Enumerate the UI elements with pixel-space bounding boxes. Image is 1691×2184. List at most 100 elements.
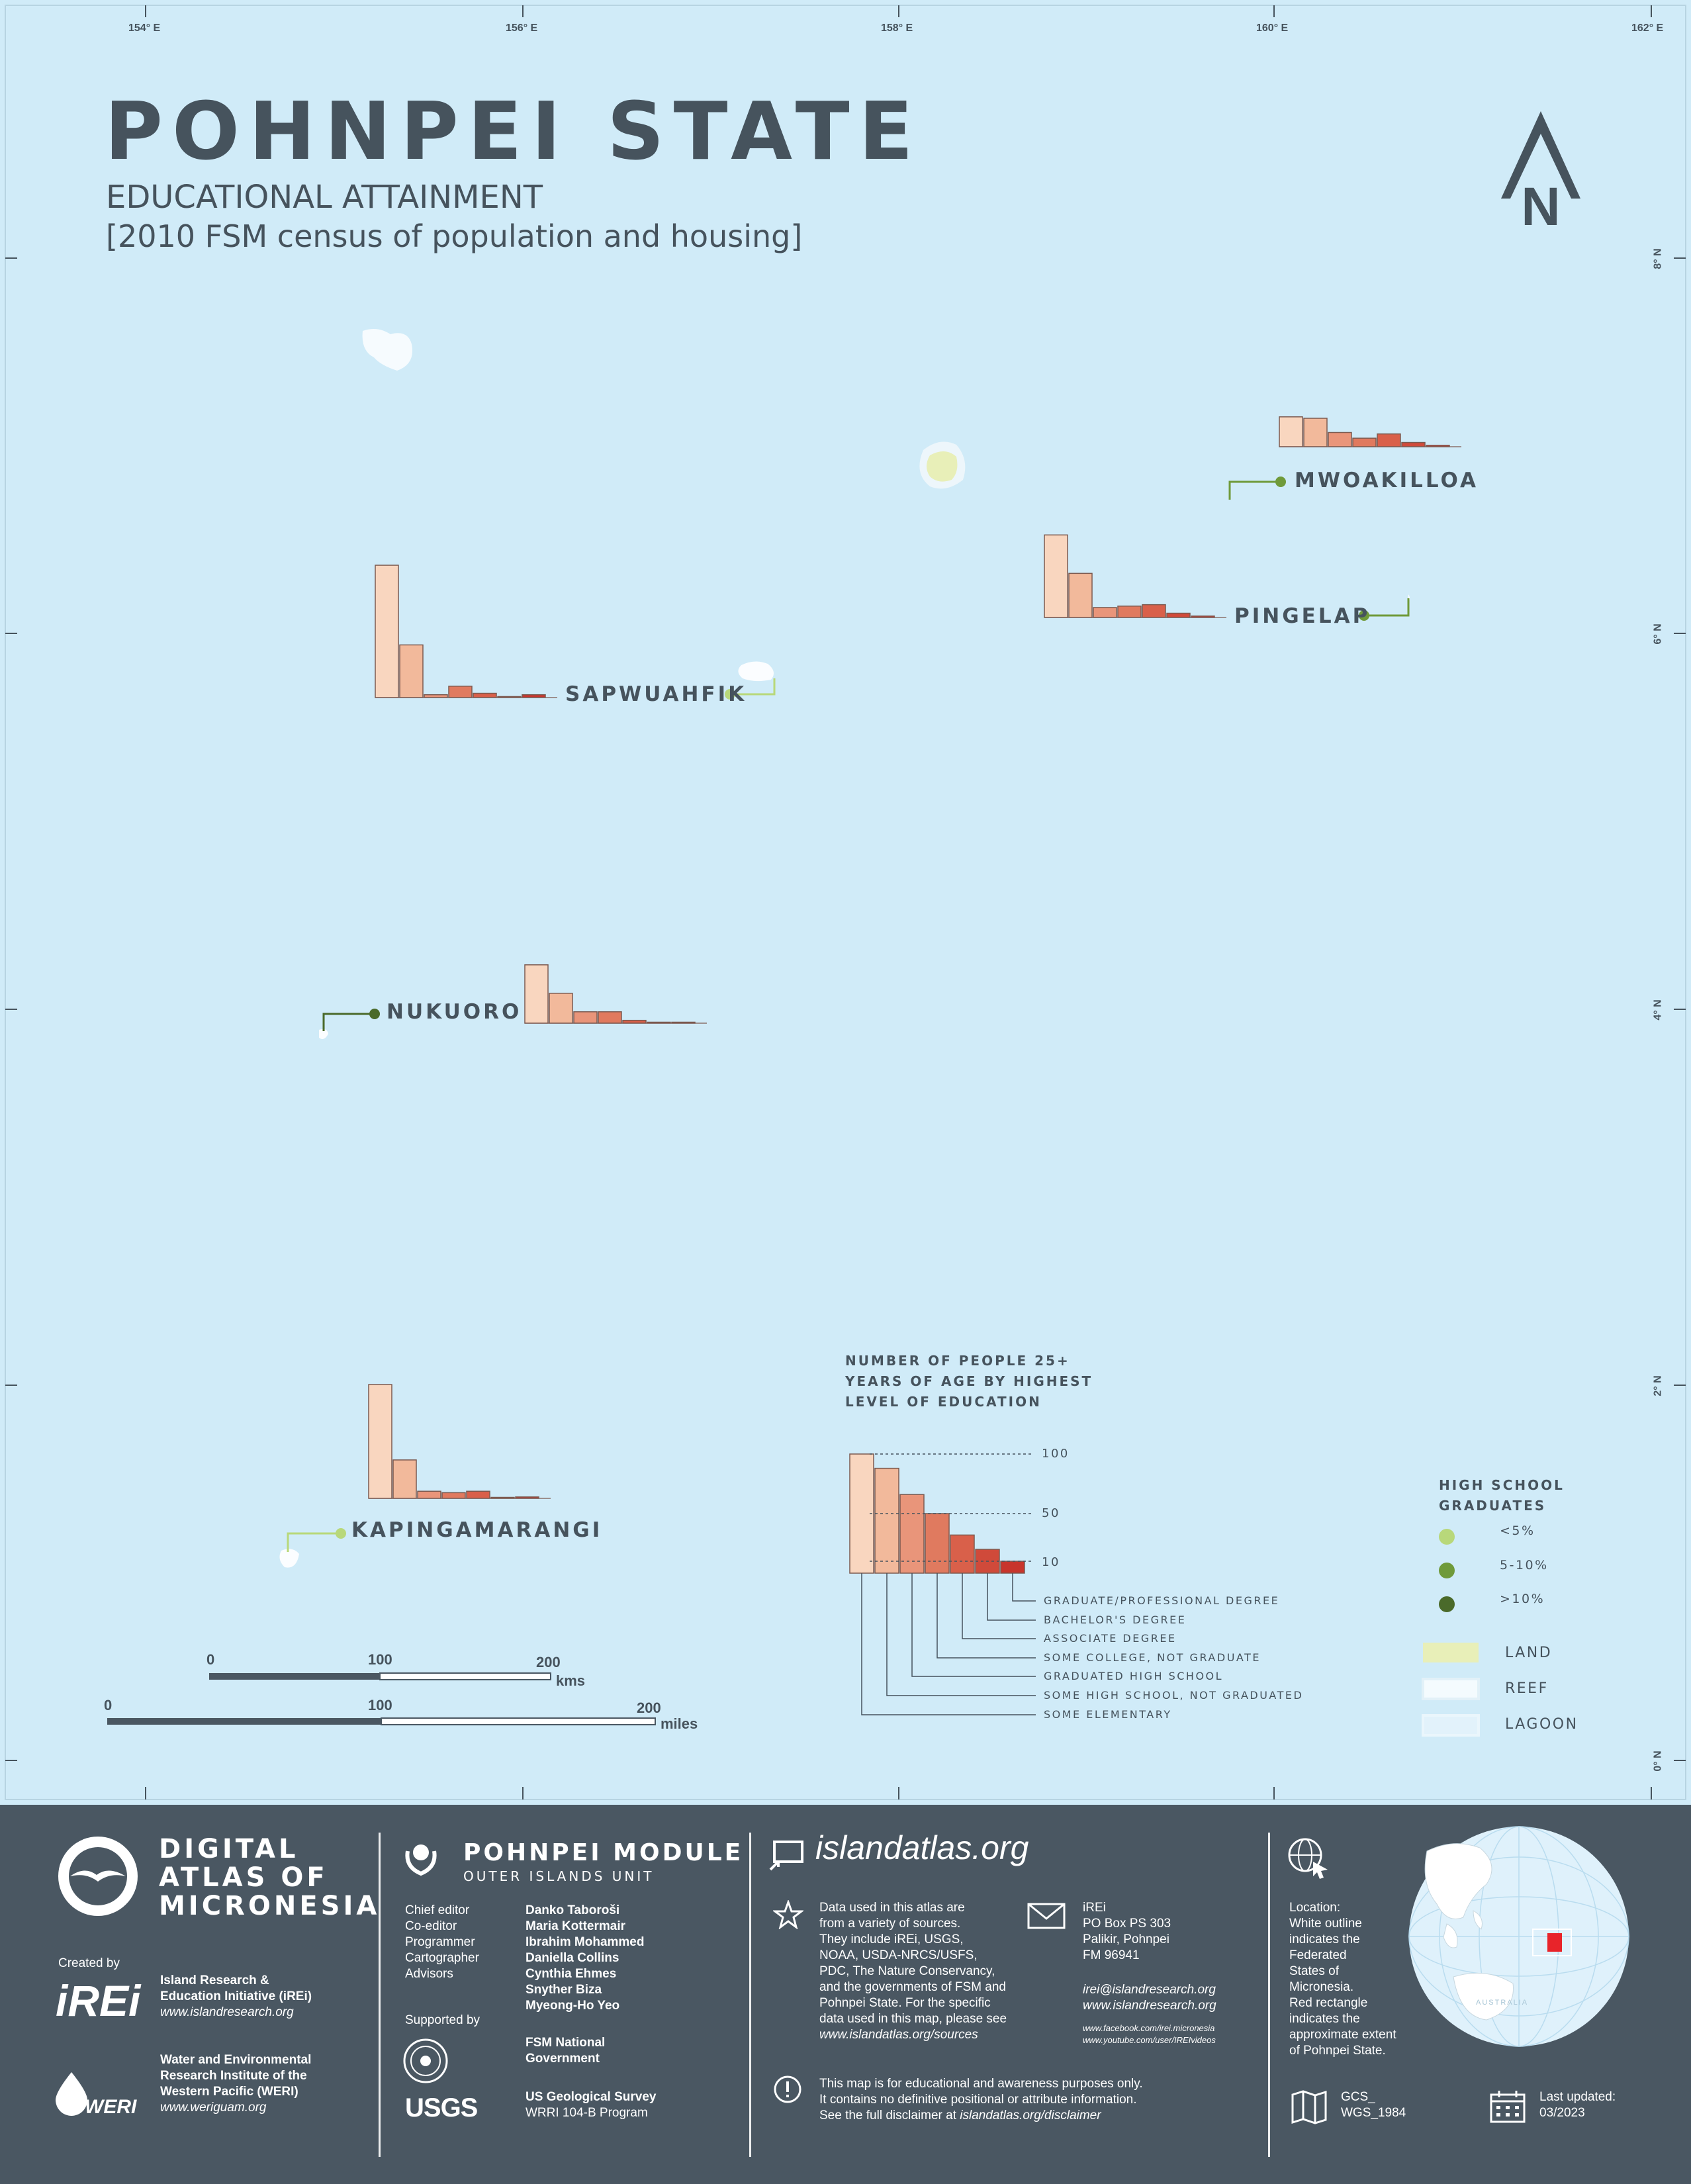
legend-cat-some-college: SOME COLLEGE, NOT GRADUATE (1044, 1651, 1261, 1664)
bar-nukuoro-2 (573, 1011, 598, 1024)
island-label-mwoakilloa: MWOAKILLOA (1295, 469, 1479, 492)
leader-mwoakilloa (1228, 480, 1281, 500)
contact-website[interactable]: www.islandresearch.org (1083, 1999, 1216, 2013)
globe-cursor-icon (1288, 1838, 1328, 1879)
gcs-line2: WGS_1984 (1341, 2106, 1406, 2120)
island-label-pingelap: PINGELAP (1234, 604, 1371, 628)
irei-name-line2: Education Initiative (iREi) (160, 1989, 312, 2003)
lat-label-0: 0° N (1652, 1751, 1664, 1772)
bar-sapwuahfik-0 (375, 565, 399, 698)
data-sources-link[interactable]: www.islandatlas.org/sources (819, 2028, 978, 2042)
contact-email[interactable]: irei@islandresearch.org (1083, 1983, 1216, 1997)
weri-url[interactable]: www.weriguam.org (160, 2101, 267, 2115)
legend-cat-high-school: GRADUATED HIGH SCHOOL (1044, 1670, 1224, 1682)
map-title: POHNPEI STATE (105, 86, 923, 178)
credit-roles: Chief editor Co-editor Programmer Cartog… (405, 1903, 479, 1982)
hs-legend-title: HIGH SCHOOL GRADUATES (1439, 1475, 1565, 1516)
bar-pingelap-4 (1142, 604, 1166, 618)
irei-name: Island Research & Education Initiative (… (160, 1973, 312, 2005)
contact-facebook[interactable]: www.facebook.com/irei.micronesia (1083, 2023, 1215, 2033)
location-line9: approximate extent (1289, 2028, 1396, 2042)
scale-km-0: 0 (206, 1651, 215, 1668)
island-label-kapingamarangi: KAPINGAMARANGI (351, 1518, 603, 1542)
legend-leader-3 (937, 1573, 1036, 1659)
hs-dot-nukuoro (369, 1009, 380, 1019)
credit-people: Danko Taboroši Maria Kottermair Ibrahim … (526, 1903, 644, 2014)
hs-legend-dot-low (1439, 1529, 1455, 1545)
island-label-nukuoro: NUKUORO (387, 1000, 522, 1024)
website-cursor-icon (769, 1841, 803, 1871)
coordinate-system: GCS_ WGS_1984 (1341, 2089, 1406, 2121)
sponsor-usgs: US Geological Survey (526, 2090, 657, 2104)
sponsor-fsm-line1: FSM National (526, 2036, 606, 2050)
website-link[interactable]: islandatlas.org (815, 1829, 1029, 1866)
feature-reef-swatch (1422, 1678, 1480, 1700)
atlas-title-line3: MICRONESIA (159, 1891, 381, 1921)
bar-kapingamarangi-4 (466, 1490, 490, 1499)
address-line1: iREi (1083, 1901, 1106, 1915)
feature-lagoon-swatch (1422, 1714, 1480, 1737)
map-panel: N 154° E 156° E 158° E 160° E 162° E 8° … (0, 0, 1691, 1805)
disclaimer-text: This map is for educational and awarenes… (819, 2076, 1143, 2124)
location-line5: States of (1289, 1964, 1339, 1978)
person-6: Snyther Biza (526, 1983, 602, 1997)
info-exclamation-icon (774, 2075, 801, 2103)
address-line2: PO Box PS 303 (1083, 1917, 1171, 1931)
data-sources-text: Data used in this atlas are from a varie… (819, 1900, 1007, 2043)
irei-url[interactable]: www.islandresearch.org (160, 2005, 294, 2019)
bar-mwoakilloa-5 (1401, 441, 1426, 447)
role-programmer: Programmer (405, 1935, 475, 1949)
bar-kapingamarangi-2 (417, 1490, 441, 1499)
weri-logo: WERI (85, 2096, 137, 2118)
contact-youtube[interactable]: www.youtube.com/user/IREIvideos (1083, 2035, 1216, 2045)
disclaimer-line2: It contains no definitive positional or … (819, 2093, 1137, 2107)
location-line4: Federated (1289, 1948, 1347, 1962)
address-line4: FM 96941 (1083, 1948, 1140, 1962)
role-advisors: Advisors (405, 1967, 453, 1981)
location-line7: Red rectangle (1289, 1996, 1368, 2010)
location-line3: indicates the (1289, 1933, 1360, 1946)
data-text-line5: PDC, The Nature Conservancy, (819, 1964, 995, 1978)
scale-mi-unit: miles (661, 1715, 698, 1732)
data-text-line8: data used in this map, please see (819, 2012, 1007, 2026)
feature-land-swatch (1423, 1643, 1479, 1662)
bar-mwoakilloa-3 (1352, 437, 1377, 447)
address-line3: Palikir, Pohnpei (1083, 1933, 1169, 1946)
bar-nukuoro-1 (549, 993, 573, 1024)
mailing-address: iREi PO Box PS 303 Palikir, Pohnpei FM 9… (1083, 1900, 1171, 1964)
created-by-label: Created by (58, 1956, 120, 1970)
scale-km-200: 200 (536, 1654, 561, 1670)
gcs-line1: GCS_ (1341, 2090, 1375, 2104)
leader-pingelap (1364, 598, 1410, 617)
sponsor-fsm: FSM National Government (526, 2035, 605, 2067)
hs-legend-dot-mid (1439, 1563, 1455, 1578)
bar-pingelap-3 (1117, 606, 1142, 618)
irei-logo: iREi (56, 1976, 141, 2025)
disclaimer-link[interactable]: islandatlas.org/disclaimer (960, 2109, 1101, 2122)
island-label-sapwuahfik: SAPWUAHFIK (565, 682, 747, 706)
ant-atoll-land-shape (927, 451, 958, 482)
legend-cat-some-high-school: SOME HIGH SCHOOL, NOT GRADUATED (1044, 1689, 1304, 1702)
envelope-icon (1027, 1903, 1066, 1929)
kapingamarangi-reef-shape (279, 1549, 299, 1568)
bar-mwoakilloa-2 (1328, 432, 1352, 447)
map-source-note: [2010 FSM census of population and housi… (106, 218, 803, 254)
legend-chart-title-line3: LEVEL OF EDUCATION (845, 1394, 1042, 1410)
north-arrow-letter: N (1521, 177, 1560, 237)
hs-dot-mwoakilloa (1275, 477, 1286, 487)
data-text-line7: Pohnpei State. For the specific (819, 1996, 991, 2010)
scale-mi-0: 0 (104, 1697, 113, 1713)
bar-kapingamarangi-0 (368, 1384, 392, 1499)
bar-pingelap-1 (1068, 572, 1093, 618)
star-icon (773, 1900, 803, 1929)
weri-drop-icon (56, 2072, 87, 2116)
legend-cat-bachelor: BACHELOR'S DEGREE (1044, 1614, 1187, 1626)
legend-bar-2 (899, 1494, 925, 1574)
bar-mwoakilloa-1 (1303, 418, 1328, 447)
role-chief-editor: Chief editor (405, 1903, 470, 1917)
leader-sapwuahfik (730, 678, 776, 696)
legend-cat-elementary: SOME ELEMENTARY (1044, 1708, 1172, 1721)
atlas-title: DIGITAL ATLAS OF MICRONESIA (159, 1835, 380, 1921)
bar-mwoakilloa-0 (1279, 416, 1303, 447)
legend-leader-0 (1012, 1573, 1036, 1602)
